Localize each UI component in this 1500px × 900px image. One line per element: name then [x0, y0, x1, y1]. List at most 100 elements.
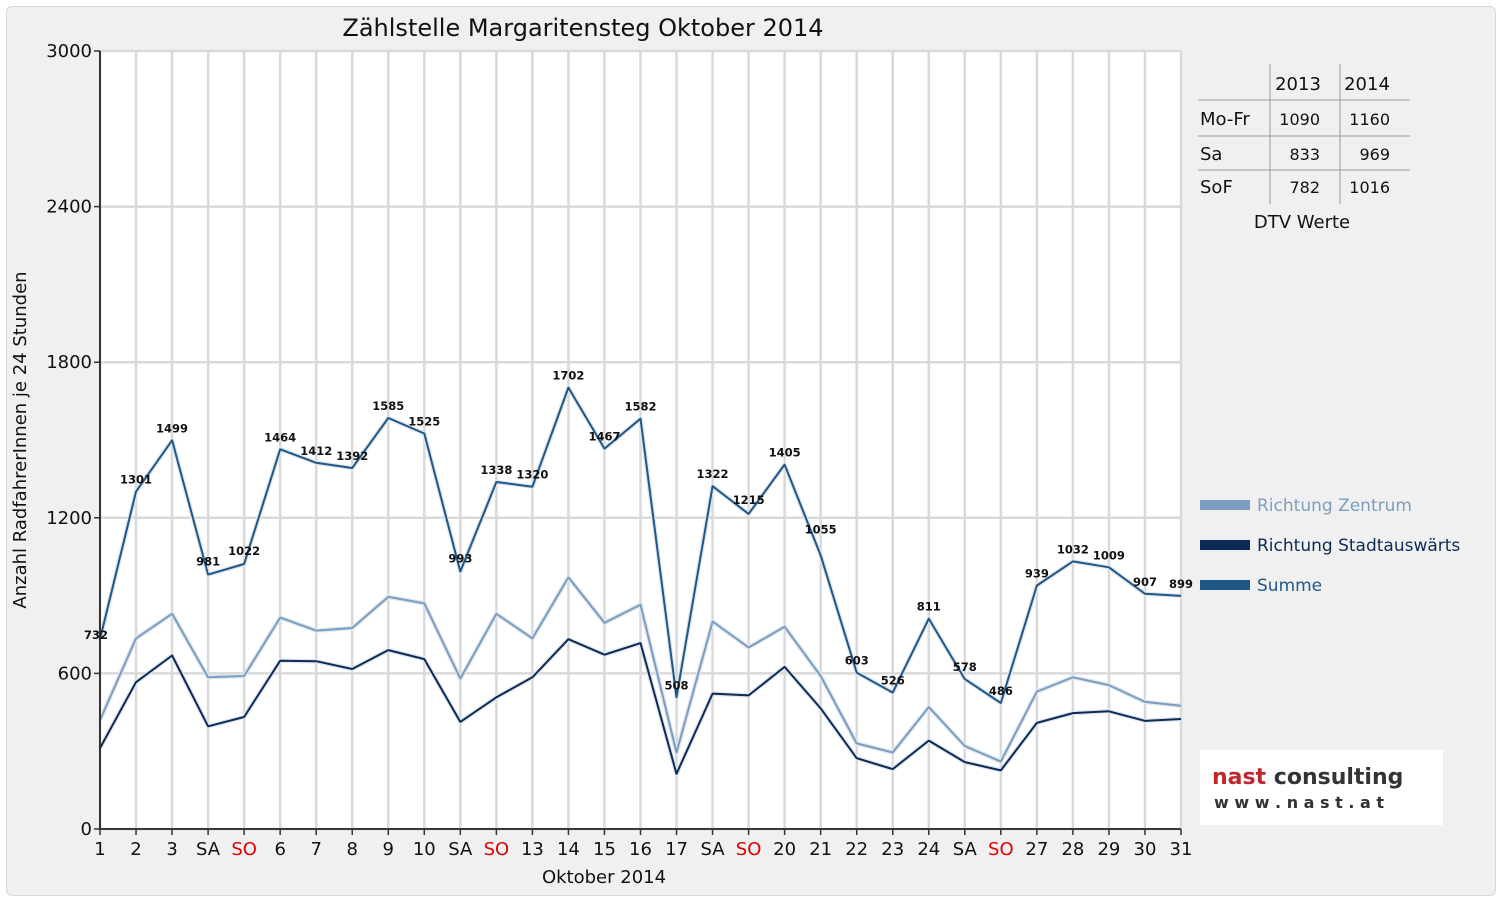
y-axis-label: Anzahl RadfahrerInnen je 24 Stunden — [10, 271, 31, 608]
data-label: 939 — [1025, 566, 1049, 580]
data-label: 1215 — [733, 493, 765, 507]
chart-title: Zählstelle Margaritensteg Oktober 2014 — [342, 14, 823, 42]
x-tick-label: SA — [701, 839, 726, 860]
x-tick-label: 3 — [166, 839, 177, 860]
data-label: 811 — [917, 600, 941, 614]
x-tick-label: SA — [953, 839, 978, 860]
x-tick-label: 2 — [130, 839, 141, 860]
x-tick-label: 27 — [1025, 839, 1048, 860]
data-label: 1392 — [336, 449, 368, 463]
y-tick-label: 1800 — [46, 352, 92, 373]
x-tick-label: SO — [736, 839, 762, 860]
x-tick-label: 20 — [773, 839, 796, 860]
data-label: 603 — [845, 654, 869, 668]
data-label: 1032 — [1057, 542, 1089, 556]
data-label: 993 — [448, 551, 472, 565]
data-label: 1338 — [480, 463, 512, 477]
x-tick-label: SO — [484, 839, 510, 860]
data-label: 1499 — [156, 421, 188, 435]
x-tick-label: 10 — [413, 839, 436, 860]
data-label: 1301 — [120, 473, 152, 487]
x-tick-label: 31 — [1170, 839, 1193, 860]
data-label: 508 — [665, 678, 689, 692]
x-tick-label: 7 — [310, 839, 321, 860]
legend-label-zentrum: Richtung Zentrum — [1257, 496, 1412, 516]
y-tick-label: 0 — [81, 819, 92, 840]
data-label: 1702 — [552, 369, 584, 383]
legend-swatch-zentrum — [1200, 500, 1250, 510]
x-tick-label: SO — [231, 839, 257, 860]
data-label: 1022 — [228, 544, 260, 558]
y-tick-labels: 0 600 1200 1800 2400 3000 — [46, 41, 92, 840]
dtv-table: 2013 2014 Mo-Fr 1090 1160 Sa 833 969 SoF… — [1198, 64, 1410, 233]
dtv-cell: 782 — [1289, 178, 1320, 197]
logo-consulting: consulting — [1266, 765, 1403, 790]
dtv-cell: 1160 — [1349, 110, 1390, 129]
x-axis-label: Oktober 2014 — [542, 867, 666, 888]
axes — [94, 50, 1182, 835]
x-tick-label: 9 — [383, 839, 394, 860]
data-labels: 732 1301 1499 981 1022 1464 1412 1392 1585 1525 99… — [84, 369, 1193, 698]
data-label: 732 — [84, 628, 108, 642]
logo-nast: nast — [1212, 765, 1267, 790]
data-label: 899 — [1169, 577, 1193, 591]
series-lines — [97, 385, 1182, 777]
data-label: 526 — [881, 674, 905, 688]
dtv-row-label: Sa — [1200, 144, 1222, 165]
x-tick-label: 6 — [274, 839, 285, 860]
data-label: 578 — [953, 660, 977, 674]
dtv-cell: 833 — [1289, 145, 1320, 164]
dtv-header-2013: 2013 — [1275, 74, 1321, 95]
data-label: 1585 — [372, 399, 404, 413]
dtv-cell: 1016 — [1349, 178, 1390, 197]
dtv-header-2014: 2014 — [1344, 74, 1390, 95]
x-tick-label: 23 — [881, 839, 904, 860]
data-label: 1464 — [264, 430, 296, 444]
y-tick-label: 2400 — [46, 197, 92, 218]
legend-label-stadtauswaerts: Richtung Stadtauswärts — [1257, 536, 1460, 556]
x-tick-label: SO — [988, 839, 1014, 860]
x-tick-label: 22 — [845, 839, 868, 860]
x-tick-label: 8 — [347, 839, 358, 860]
data-label: 1525 — [408, 415, 440, 429]
data-label: 1322 — [697, 467, 729, 481]
data-label: 907 — [1133, 575, 1157, 589]
legend: Richtung Zentrum Richtung Stadtauswärts … — [1200, 496, 1460, 596]
x-tick-label: 14 — [557, 839, 580, 860]
y-tick-label: 3000 — [46, 41, 92, 62]
data-label: 1055 — [805, 522, 837, 536]
data-label: 1009 — [1093, 548, 1125, 562]
x-tick-label: 13 — [521, 839, 544, 860]
dtv-row-label: Mo-Fr — [1200, 109, 1250, 130]
x-tick-label: 24 — [917, 839, 940, 860]
nast-consulting-logo: nast consulting w w w . n a s t . a t — [1200, 750, 1443, 825]
x-tick-label: 21 — [809, 839, 832, 860]
legend-swatch-stadtauswaerts — [1200, 540, 1250, 550]
y-tick-label: 600 — [58, 663, 92, 684]
legend-swatch-summe — [1200, 580, 1250, 590]
data-label: 1412 — [300, 444, 332, 458]
logo-url: w w w . n a s t . a t — [1214, 793, 1384, 812]
x-tick-label: 16 — [629, 839, 652, 860]
dtv-row-label: SoF — [1200, 177, 1233, 198]
series-line-0 — [99, 576, 1182, 763]
series-line-2 — [99, 386, 1182, 704]
dtv-cell: 969 — [1359, 145, 1390, 164]
x-tick-label: SA — [196, 839, 221, 860]
x-tick-label: 30 — [1134, 839, 1157, 860]
data-label: 1582 — [624, 400, 656, 414]
data-label: 1405 — [769, 446, 801, 460]
x-tick-label: SA — [448, 839, 473, 860]
series-line-1 — [99, 638, 1182, 775]
x-tick-label: 15 — [593, 839, 616, 860]
x-tick-labels: 1 2 3 SA SO 6 7 8 9 10 SA SO 13 14 15 16 17 SA SO 20 21 22 23 2… — [94, 839, 1192, 860]
x-tick-label: 28 — [1061, 839, 1084, 860]
x-tick-label: 1 — [94, 839, 105, 860]
data-label: 981 — [196, 555, 220, 569]
dtv-caption: DTV Werte — [1254, 212, 1350, 233]
dtv-cell: 1090 — [1279, 110, 1320, 129]
y-tick-label: 1200 — [46, 508, 92, 529]
data-label: 1320 — [516, 468, 548, 482]
x-tick-label: 29 — [1097, 839, 1120, 860]
